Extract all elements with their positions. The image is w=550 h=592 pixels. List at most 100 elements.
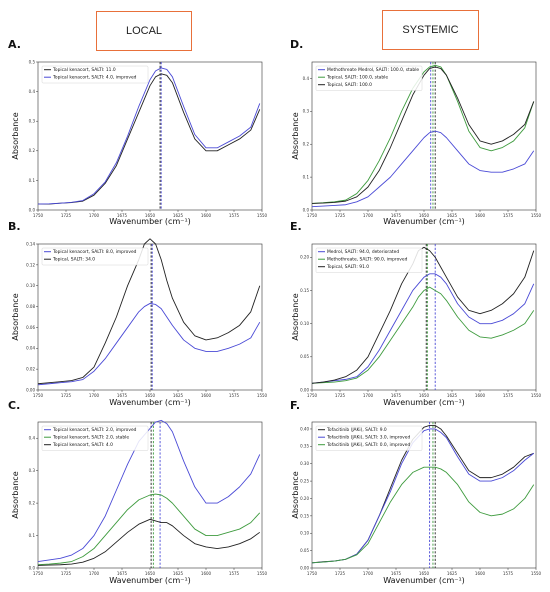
legend-box [315, 425, 423, 451]
x-tick-label: 1600 [201, 393, 212, 398]
panel-label: E. [290, 220, 302, 233]
series-line-blue [37, 419, 261, 562]
y-tick-label: 0.04 [26, 346, 35, 351]
y-tick-label: 0.10 [26, 283, 35, 288]
x-tick-label: 1575 [229, 213, 240, 218]
x-tick-label: 1575 [503, 571, 514, 576]
series-line-black [311, 246, 535, 384]
y-tick-label: 0.06 [26, 325, 35, 330]
legend-entry: Topical kenacort, SALTI: 4.0 [52, 442, 113, 448]
y-tick-label: 0.10 [300, 531, 309, 536]
x-tick-label: 1575 [229, 393, 240, 398]
y-tick-label: 0.3 [29, 468, 36, 473]
x-tick-label: 1750 [307, 571, 318, 576]
panel-b: B. 1750 1725 1700 1675 1650 1625 1600 1575 1550 0.… [8, 220, 268, 407]
plot-frame [37, 61, 263, 211]
legend-entry: Topical kenacort, SALTI: 4.0, improved [52, 75, 137, 81]
y-tick-label: 0.05 [300, 548, 309, 553]
series-line-green [311, 64, 535, 204]
x-tick-label: 1550 [257, 393, 268, 398]
x-tick-label: 1625 [447, 213, 458, 218]
y-axis-label: Absorbance [291, 471, 300, 518]
y-tick-label: 0.3 [29, 119, 36, 124]
y-tick-label: 0.2 [303, 142, 310, 147]
y-tick-label: 0.1 [303, 175, 310, 180]
legend-entry: Tofacitinib (JAKi), SALTI: 9.0 [326, 427, 387, 433]
x-tick-label: 1725 [61, 213, 72, 218]
x-tick-label: 1700 [363, 393, 374, 398]
y-axis-label: Absorbance [11, 293, 20, 340]
x-tick-label: 1600 [201, 571, 212, 576]
legend-entry: Topical kenacort, SALTI: 2.0, stable [52, 435, 129, 441]
legend-entry: Topical, SALTI: 91.0 [326, 264, 369, 270]
x-tick-label: 1700 [89, 571, 100, 576]
x-tick-label: 1650 [419, 213, 430, 218]
series-line-green [311, 466, 535, 564]
x-tick-label: 1700 [363, 213, 374, 218]
x-tick-label: 1675 [117, 393, 128, 398]
y-axis-label: Absorbance [291, 293, 300, 340]
plot-frame [37, 243, 263, 391]
y-tick-label: 0.2 [29, 501, 36, 506]
series-line-black [38, 73, 261, 205]
x-tick-label: 1650 [145, 213, 156, 218]
x-tick-label: 1550 [531, 213, 542, 218]
x-tick-label: 1575 [503, 213, 514, 218]
x-axis-label: Wavenumber (cm⁻¹) [109, 576, 191, 585]
y-tick-label: 0.0 [303, 207, 310, 212]
y-tick-label: 0.35 [300, 444, 309, 449]
x-tick-label: 1575 [503, 393, 514, 398]
x-tick-label: 1625 [447, 393, 458, 398]
series-line-black [37, 518, 261, 566]
x-tick-label: 1725 [335, 213, 346, 218]
x-tick-label: 1650 [145, 571, 156, 576]
y-tick-label: 0.05 [300, 354, 309, 359]
x-axis-label: Wavenumber (cm⁻¹) [383, 576, 465, 585]
series-line-blue [311, 273, 535, 384]
x-tick-label: 1650 [419, 571, 430, 576]
x-tick-label: 1575 [229, 571, 240, 576]
x-tick-label: 1750 [33, 571, 44, 576]
x-tick-label: 1700 [89, 213, 100, 218]
series-line-green [311, 286, 535, 384]
legend-entry: Methothreate Medrol, SALTI: 100.0, stabl… [327, 67, 419, 73]
y-tick-label: 0.00 [300, 387, 309, 392]
x-tick-label: 1625 [173, 213, 184, 218]
x-tick-label: 1725 [335, 393, 346, 398]
x-tick-label: 1675 [117, 571, 128, 576]
panel-label: C. [8, 399, 20, 412]
local-header: LOCAL [96, 11, 192, 51]
panel-label: F. [290, 399, 300, 412]
y-tick-label: 0.5 [29, 59, 36, 64]
x-axis-label: Wavenumber (cm⁻¹) [109, 217, 191, 226]
legend-box [315, 65, 423, 91]
panel-c: C. 1750 1725 1700 1675 1650 1625 1600 1575 1550 0.… [8, 399, 268, 585]
y-axis-label: Absorbance [291, 112, 300, 159]
y-tick-label: 0.0 [29, 207, 36, 212]
y-tick-label: 0.02 [26, 367, 35, 372]
x-tick-label: 1700 [363, 571, 374, 576]
x-tick-label: 1600 [475, 393, 486, 398]
x-tick-label: 1750 [33, 393, 44, 398]
series-line-black [311, 66, 535, 204]
x-tick-label: 1750 [33, 213, 44, 218]
series-line-blue [37, 302, 261, 386]
x-tick-label: 1725 [335, 571, 346, 576]
y-tick-label: 0.15 [300, 513, 309, 518]
x-axis-label: Wavenumber (cm⁻¹) [383, 217, 465, 226]
y-tick-label: 0.0 [29, 565, 36, 570]
x-tick-label: 1550 [531, 571, 542, 576]
series-line-blue [37, 67, 261, 205]
legend-entry: Tofacitinib (JAKi), SALTI: 0.0, improved [326, 442, 410, 448]
y-axis-label: Absorbance [11, 112, 20, 159]
panel-label: D. [290, 38, 303, 51]
x-tick-label: 1625 [173, 393, 184, 398]
x-tick-label: 1625 [447, 571, 458, 576]
y-tick-label: 0.00 [300, 565, 309, 570]
panel-label: B. [8, 220, 21, 233]
legend-entry: Topical, SALTI: 100.0 [326, 82, 372, 88]
y-tick-label: 0.25 [300, 478, 309, 483]
legend-box [41, 65, 149, 84]
x-tick-label: 1750 [307, 213, 318, 218]
legend-entry: Medrol, SALTI: 94.0, deteriorated [327, 249, 399, 255]
